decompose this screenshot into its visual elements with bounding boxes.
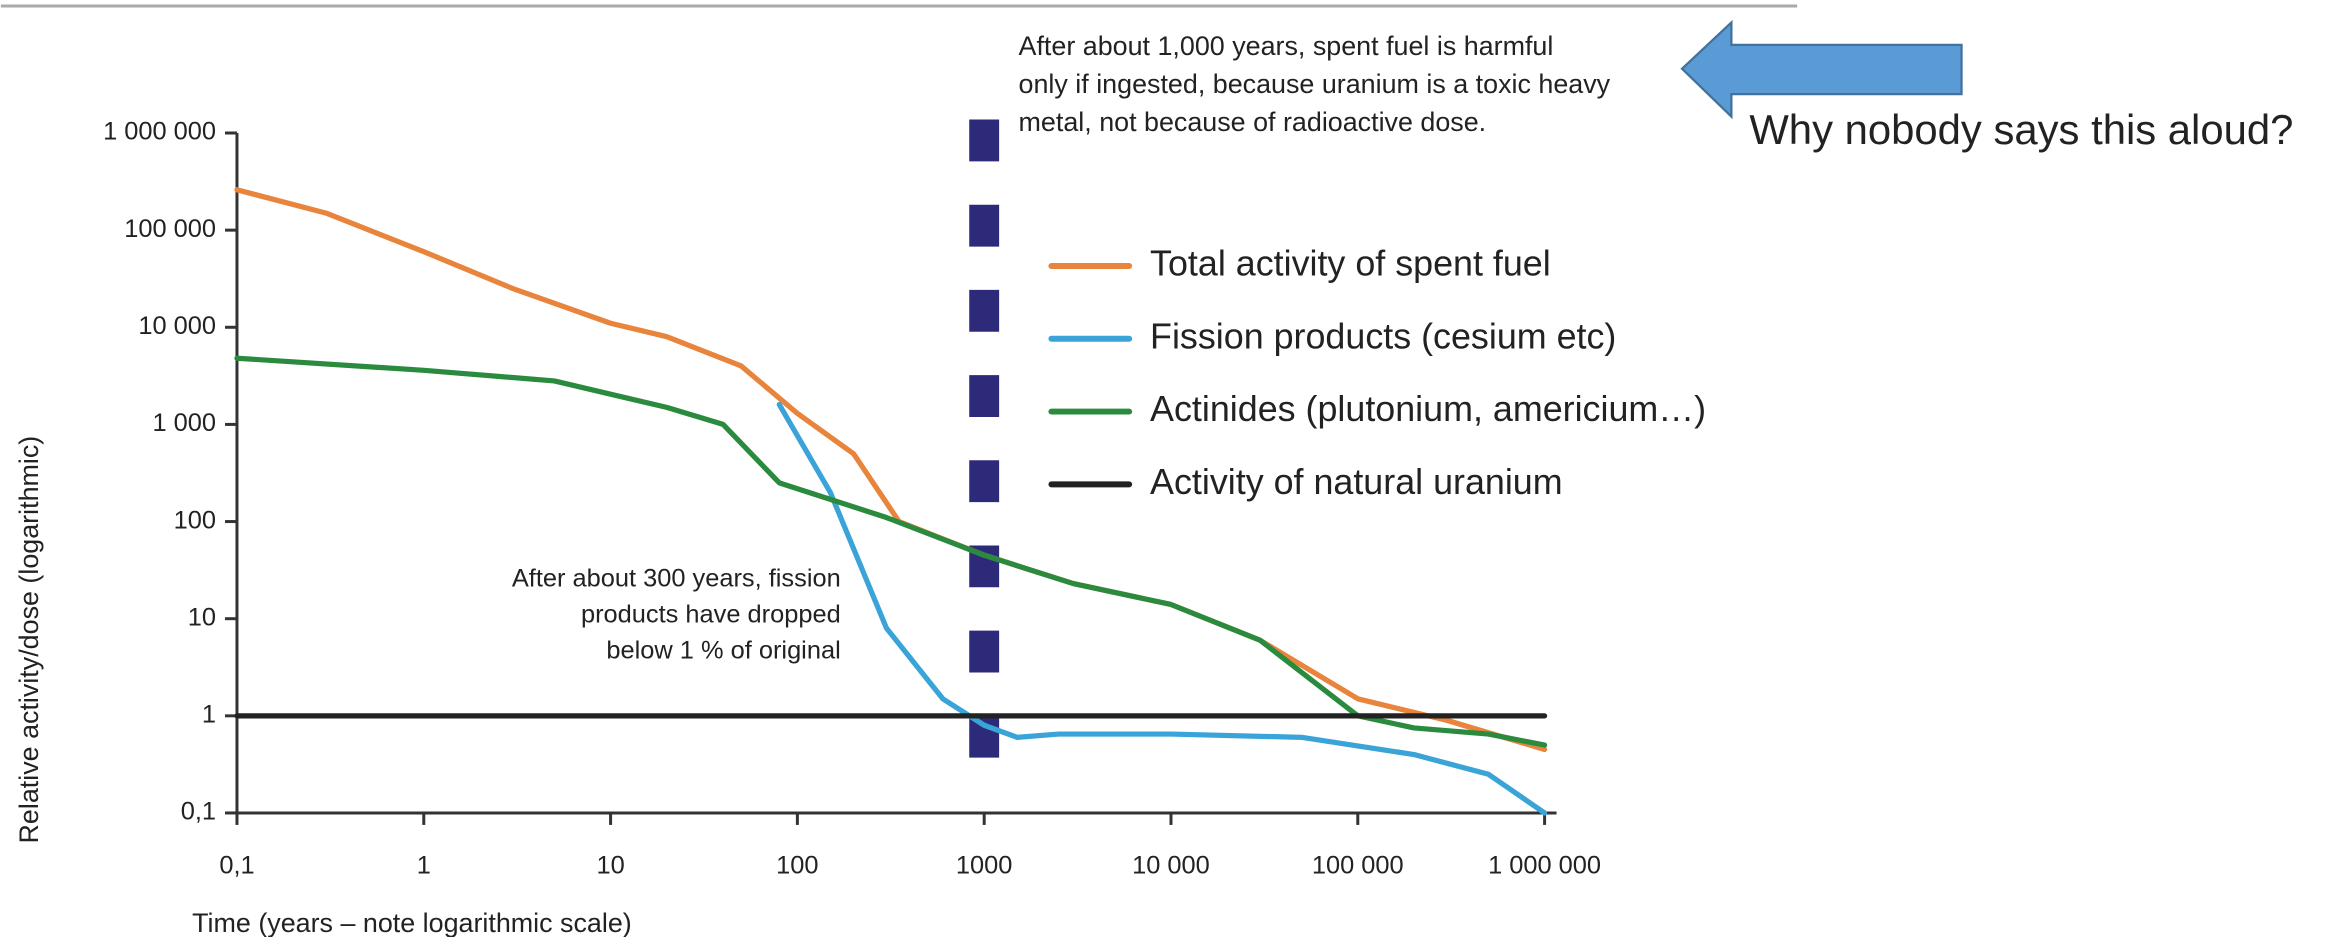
y-tick-label: 0,1	[181, 798, 216, 826]
legend-label: Activity of natural uranium	[1150, 462, 1563, 502]
y-tick-label: 1 000 000	[103, 118, 216, 146]
legend-label: Actinides (plutonium, americium…)	[1150, 389, 1706, 429]
annotation-text: After about 300 years, fission	[512, 565, 841, 593]
series-line	[776, 401, 1548, 816]
annotation-text: After about 1,000 years, spent fuel is h…	[1019, 31, 1554, 61]
y-tick-label: 10 000	[138, 312, 216, 340]
y-tick-label: 100 000	[124, 215, 216, 243]
x-tick-label: 1000	[956, 851, 1012, 879]
x-tick-label: 10 000	[1132, 851, 1210, 879]
legend-label: Fission products (cesium etc)	[1150, 316, 1616, 356]
x-tick-label: 1 000 000	[1488, 851, 1601, 879]
y-tick-label: 1 000	[153, 409, 217, 437]
y-tick-label: 100	[174, 506, 216, 534]
series-line	[234, 187, 1548, 753]
x-axis-label: Time (years – note logarithmic scale)	[192, 908, 632, 937]
annotation-text: only if ingested, because uranium is a t…	[1019, 69, 1611, 99]
annotation-text: metal, not because of radioactive dose.	[1019, 107, 1487, 137]
y-tick-label: 1	[202, 701, 216, 729]
x-tick-label: 100	[776, 851, 818, 879]
headline: Why nobody says this aloud?	[1749, 106, 2293, 153]
x-tick-label: 1	[417, 851, 431, 879]
y-tick-label: 10	[188, 603, 216, 631]
y-axis-label: Relative activity/dose (logarithmic)	[14, 436, 44, 844]
x-tick-label: 0,1	[219, 851, 254, 879]
x-tick-label: 10	[596, 851, 624, 879]
annotation-text: products have dropped	[581, 600, 841, 628]
series-line	[234, 355, 1548, 748]
legend-label: Total activity of spent fuel	[1150, 243, 1551, 283]
x-tick-label: 100 000	[1312, 851, 1404, 879]
arrow	[1680, 19, 1963, 120]
annotation-text: below 1 % of original	[606, 636, 840, 664]
